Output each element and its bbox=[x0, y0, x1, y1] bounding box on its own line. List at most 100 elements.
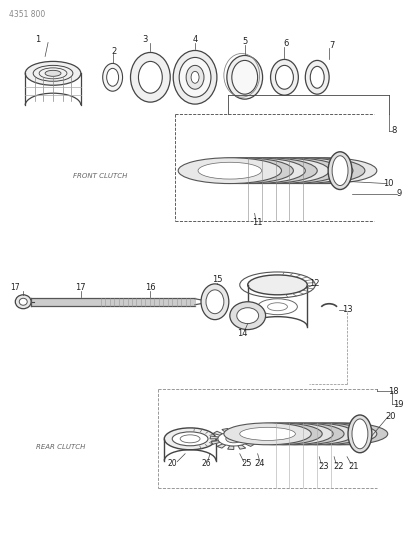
Text: 4: 4 bbox=[193, 35, 198, 44]
Ellipse shape bbox=[273, 158, 377, 183]
Text: 11: 11 bbox=[253, 218, 263, 227]
Text: 17: 17 bbox=[75, 284, 86, 293]
Ellipse shape bbox=[226, 158, 329, 183]
Ellipse shape bbox=[251, 427, 306, 440]
Text: 3: 3 bbox=[143, 35, 148, 44]
Polygon shape bbox=[248, 433, 257, 437]
Ellipse shape bbox=[235, 423, 322, 445]
Ellipse shape bbox=[289, 423, 377, 445]
Text: 19: 19 bbox=[393, 400, 404, 409]
Ellipse shape bbox=[25, 61, 81, 85]
Ellipse shape bbox=[103, 63, 122, 91]
Polygon shape bbox=[234, 428, 240, 432]
Ellipse shape bbox=[240, 427, 295, 440]
Text: 14: 14 bbox=[237, 329, 248, 338]
Ellipse shape bbox=[275, 66, 293, 89]
Ellipse shape bbox=[227, 55, 263, 99]
Ellipse shape bbox=[198, 162, 262, 179]
Ellipse shape bbox=[19, 298, 27, 305]
Polygon shape bbox=[238, 445, 246, 449]
Ellipse shape bbox=[186, 66, 204, 89]
Ellipse shape bbox=[250, 158, 353, 183]
Text: 26: 26 bbox=[201, 459, 211, 468]
Text: 25: 25 bbox=[242, 459, 252, 468]
Text: 8: 8 bbox=[391, 126, 397, 135]
Ellipse shape bbox=[248, 275, 307, 295]
Text: 23: 23 bbox=[319, 462, 330, 471]
Ellipse shape bbox=[179, 58, 211, 97]
Ellipse shape bbox=[234, 162, 297, 179]
Text: 13: 13 bbox=[342, 305, 353, 314]
Polygon shape bbox=[228, 446, 234, 449]
Text: 15: 15 bbox=[212, 276, 222, 285]
Text: 18: 18 bbox=[388, 386, 399, 395]
Text: 4351 800: 4351 800 bbox=[9, 10, 46, 19]
Ellipse shape bbox=[238, 158, 341, 183]
Text: 5: 5 bbox=[242, 37, 247, 46]
Ellipse shape bbox=[226, 435, 242, 443]
Text: REAR CLUTCH: REAR CLUTCH bbox=[36, 444, 86, 450]
Ellipse shape bbox=[237, 308, 259, 324]
Ellipse shape bbox=[284, 427, 339, 440]
Text: 12: 12 bbox=[309, 279, 319, 288]
Text: 16: 16 bbox=[145, 284, 156, 293]
Ellipse shape bbox=[282, 162, 345, 179]
Ellipse shape bbox=[257, 162, 321, 179]
Ellipse shape bbox=[173, 51, 217, 104]
Polygon shape bbox=[249, 439, 257, 442]
Ellipse shape bbox=[293, 162, 357, 179]
Ellipse shape bbox=[271, 59, 298, 95]
Ellipse shape bbox=[230, 302, 266, 329]
Ellipse shape bbox=[190, 158, 293, 183]
Ellipse shape bbox=[210, 162, 273, 179]
Ellipse shape bbox=[191, 71, 199, 83]
Ellipse shape bbox=[316, 427, 372, 440]
Ellipse shape bbox=[138, 61, 162, 93]
Ellipse shape bbox=[262, 427, 317, 440]
Bar bbox=[31, 298, 195, 306]
Polygon shape bbox=[222, 429, 230, 433]
Ellipse shape bbox=[300, 423, 388, 445]
Ellipse shape bbox=[106, 68, 119, 86]
Polygon shape bbox=[213, 431, 222, 435]
Ellipse shape bbox=[257, 423, 344, 445]
Ellipse shape bbox=[270, 162, 333, 179]
Ellipse shape bbox=[352, 419, 368, 449]
Ellipse shape bbox=[246, 162, 309, 179]
Ellipse shape bbox=[218, 432, 250, 446]
Ellipse shape bbox=[15, 295, 31, 309]
Text: 7: 7 bbox=[329, 41, 335, 50]
Ellipse shape bbox=[348, 415, 372, 453]
Text: 2: 2 bbox=[111, 47, 116, 56]
Ellipse shape bbox=[305, 60, 329, 94]
Ellipse shape bbox=[268, 423, 355, 445]
Ellipse shape bbox=[224, 423, 311, 445]
Ellipse shape bbox=[295, 427, 350, 440]
Ellipse shape bbox=[232, 60, 257, 94]
Ellipse shape bbox=[201, 284, 229, 320]
Ellipse shape bbox=[164, 428, 216, 450]
Ellipse shape bbox=[214, 158, 317, 183]
Ellipse shape bbox=[178, 158, 282, 183]
Ellipse shape bbox=[222, 162, 286, 179]
Ellipse shape bbox=[310, 67, 324, 88]
Polygon shape bbox=[211, 441, 220, 444]
Text: 9: 9 bbox=[396, 189, 401, 198]
Ellipse shape bbox=[305, 427, 361, 440]
Ellipse shape bbox=[262, 158, 365, 183]
Ellipse shape bbox=[273, 427, 328, 440]
Text: 22: 22 bbox=[334, 462, 344, 471]
Ellipse shape bbox=[328, 152, 352, 190]
Text: 20: 20 bbox=[386, 413, 396, 422]
Text: 6: 6 bbox=[284, 39, 289, 48]
Text: FRONT CLUTCH: FRONT CLUTCH bbox=[73, 173, 127, 179]
Ellipse shape bbox=[202, 158, 305, 183]
Polygon shape bbox=[217, 444, 226, 448]
Polygon shape bbox=[210, 436, 218, 439]
Text: 20: 20 bbox=[167, 459, 177, 468]
Text: 21: 21 bbox=[349, 462, 359, 471]
Text: 17: 17 bbox=[11, 284, 20, 293]
Ellipse shape bbox=[206, 290, 224, 314]
Text: 24: 24 bbox=[254, 459, 265, 468]
Polygon shape bbox=[242, 430, 251, 434]
